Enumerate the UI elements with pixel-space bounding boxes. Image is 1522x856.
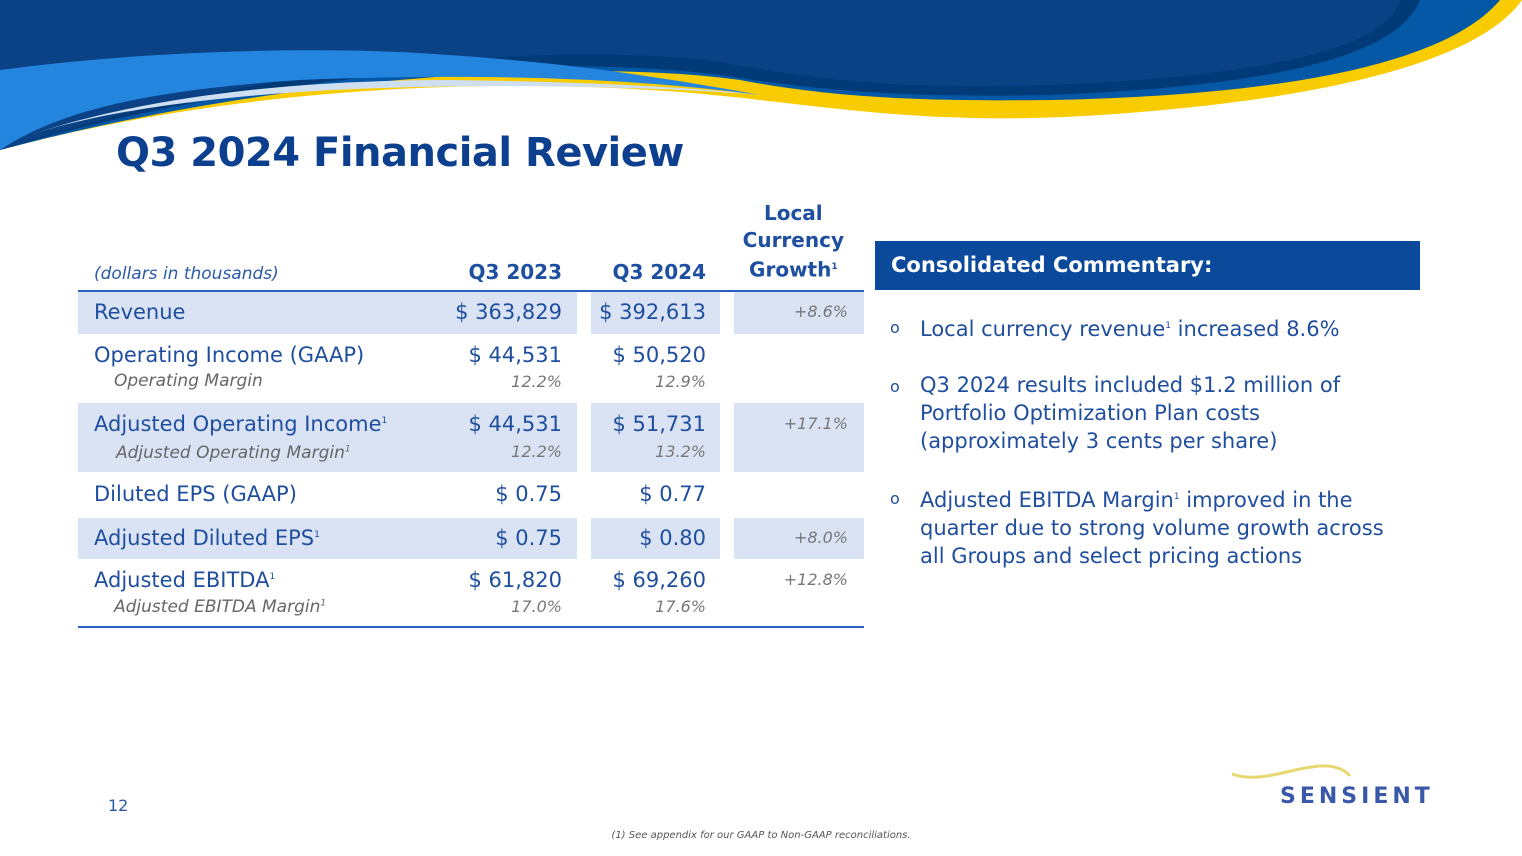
margin-q3-2024: 17.6% (655, 597, 706, 616)
margin-q3-2024: 12.9% (655, 372, 706, 391)
label-text: Adjusted EBITDA (94, 568, 270, 592)
value-q3-2024: $ 0.80 (639, 526, 706, 550)
bullet-circle-icon: o (890, 318, 900, 337)
table-row: Diluted EPS (GAAP) $ 0.75 $ 0.77 (78, 473, 864, 518)
label-text: Adjusted Operating Income (94, 412, 382, 436)
page-title: Q3 2024 Financial Review (116, 130, 684, 176)
commentary-list: o Local currency revenue1 increased 8.6% … (890, 312, 1410, 598)
label-text: Adjusted Diluted EPS (94, 526, 315, 550)
row-label: Adjusted Diluted EPS1 (94, 526, 320, 550)
value-q3-2024: $ 69,260 (612, 568, 706, 592)
bullet-text: increased 8.6% (1171, 317, 1340, 341)
sensient-logo-swoosh (1231, 764, 1352, 779)
bullet-circle-icon: o (890, 377, 900, 396)
value-q3-2023: $ 0.75 (495, 482, 562, 506)
value-q3-2024: $ 50,520 (612, 343, 706, 367)
label-text: Adjusted EBITDA Margin (114, 597, 321, 617)
value-q3-2023: $ 363,829 (455, 300, 562, 324)
row-label: Adjusted EBITDA1 (94, 568, 275, 592)
row-sublabel: Operating Margin (114, 371, 263, 391)
footnote-mark: 1 (344, 444, 351, 455)
bullet-text: improved in the quarter due to strong vo… (920, 488, 1384, 568)
table-row: Adjusted EBITDA1 Adjusted EBITDA Margin1… (78, 560, 864, 628)
value-q3-2023: $ 44,531 (468, 343, 562, 367)
margin-q3-2023: 12.2% (511, 372, 562, 391)
value-q3-2024: $ 0.77 (639, 482, 706, 506)
sensient-logo: SENSIENT (1280, 784, 1434, 809)
row-label: Operating Income (GAAP) (94, 343, 365, 367)
page-number: 12 (108, 796, 129, 815)
bullet-circle-icon: o (890, 489, 900, 508)
footnote-mark: 1 (381, 416, 388, 426)
commentary-heading: Consolidated Commentary: (875, 241, 1420, 290)
header-line: Local (763, 201, 823, 226)
table-row: Operating Income (GAAP) Operating Margin… (78, 335, 864, 403)
table-row: Revenue $ 363,829 $ 392,613 +8.6% (78, 292, 864, 335)
table-row: Adjusted Diluted EPS1 $ 0.75 $ 0.80 +8.0… (78, 518, 864, 560)
value-q3-2024: $ 51,731 (612, 412, 706, 436)
margin-q3-2023: 17.0% (511, 597, 562, 616)
bullet-text: Adjusted EBITDA Margin (920, 488, 1174, 512)
growth-value: +8.6% (793, 302, 848, 321)
row-label: Revenue (94, 300, 186, 324)
margin-q3-2023: 12.2% (511, 442, 562, 461)
header-wave-banner (0, 0, 1522, 150)
financial-table: (dollars in thousands) Q3 2023 Q3 2024 L… (78, 200, 864, 628)
footnote-mark: 1 (1173, 492, 1180, 502)
footnote-mark: 1 (314, 530, 320, 540)
value-q3-2023: $ 61,820 (468, 568, 562, 592)
col-q3-2024: Q3 2024 (612, 260, 706, 284)
footnote-mark: 1 (269, 572, 276, 582)
col-q3-2023: Q3 2023 (468, 260, 562, 284)
footnote: (1) See appendix for our GAAP to Non-GAA… (611, 830, 911, 841)
row-sublabel: Adjusted EBITDA Margin1 (114, 597, 326, 617)
table-row: Adjusted Operating Income1 Adjusted Oper… (78, 403, 864, 473)
bullet-text: Local currency revenue (920, 317, 1166, 341)
bullet-text: Q3 2024 results included $1.2 million of… (920, 373, 1341, 453)
value-q3-2023: $ 44,531 (468, 412, 562, 436)
row-sublabel: Adjusted Operating Margin1 (116, 443, 351, 463)
growth-value: +17.1% (783, 414, 848, 433)
label-text: Adjusted Operating Margin (116, 443, 345, 463)
commentary-bullet: o Q3 2024 results included $1.2 million o… (890, 371, 1410, 455)
commentary-bullet: o Adjusted EBITDA Margin1 improved in the… (890, 483, 1410, 570)
footnote-mark: 1 (831, 262, 838, 273)
header-line: Growth (749, 258, 832, 282)
growth-value: +8.0% (793, 528, 848, 547)
footnote-mark: 1 (1165, 321, 1171, 331)
footnote-mark: 1 (320, 598, 327, 609)
value-q3-2023: $ 0.75 (495, 526, 562, 550)
row-label: Adjusted Operating Income1 (94, 412, 387, 436)
commentary-bullet: o Local currency revenue1 increased 8.6% (890, 312, 1410, 343)
row-label: Diluted EPS (GAAP) (94, 482, 297, 506)
growth-value: +12.8% (783, 570, 848, 589)
col-local-currency-growth: Local Currency Growth1 (743, 200, 844, 284)
table-header: (dollars in thousands) Q3 2023 Q3 2024 L… (78, 200, 864, 292)
units-label: (dollars in thousands) (94, 264, 279, 284)
value-q3-2024: $ 392,613 (599, 300, 706, 324)
header-line: Currency (742, 228, 844, 253)
margin-q3-2024: 13.2% (655, 442, 706, 461)
